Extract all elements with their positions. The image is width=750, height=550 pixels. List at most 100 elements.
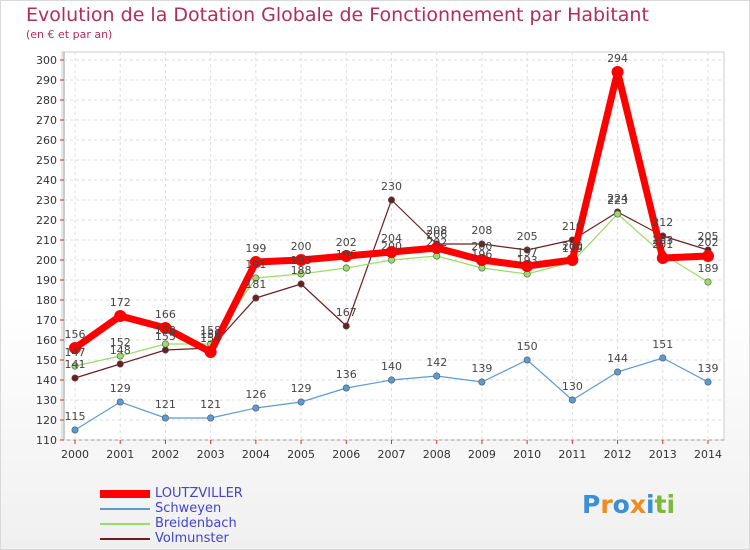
y-tick-label: 120: [36, 414, 57, 427]
data-label: 126: [245, 388, 266, 401]
y-tick-label: 200: [36, 254, 57, 267]
data-label: 151: [652, 338, 673, 351]
legend-item-breidenbach: Breidenbach: [100, 516, 243, 531]
y-tick-label: 150: [36, 354, 57, 367]
data-label: 210: [562, 220, 583, 233]
legend-label: Volmunster: [155, 531, 229, 546]
data-point: [614, 211, 620, 217]
legend-item-volmunster: Volmunster: [100, 531, 243, 546]
legend-item-loutzviller: LOUTZVILLER: [100, 486, 243, 501]
data-point: [253, 405, 259, 411]
logo-letter: o: [613, 490, 630, 519]
y-tick-label: 240: [36, 174, 57, 187]
data-point: [702, 250, 714, 262]
data-label: 208: [426, 224, 447, 237]
data-point: [298, 399, 304, 405]
data-label: 230: [381, 180, 402, 193]
x-tick-label: 2013: [649, 448, 677, 461]
data-label: 121: [155, 398, 176, 411]
data-label: 294: [607, 52, 628, 65]
x-tick-label: 2010: [513, 448, 541, 461]
y-tick-label: 280: [36, 94, 57, 107]
legend-swatch: [100, 538, 150, 540]
y-tick-label: 210: [36, 234, 57, 247]
data-label: 191: [245, 258, 266, 271]
data-point: [434, 373, 440, 379]
legend-swatch: [100, 508, 150, 510]
data-point: [343, 385, 349, 391]
legend-label: Breidenbach: [155, 516, 237, 531]
data-point: [72, 427, 78, 433]
legend-item-schweyen: Schweyen: [100, 501, 243, 516]
data-label: 189: [698, 262, 719, 275]
data-label: 130: [562, 380, 583, 393]
data-label: 224: [607, 192, 628, 205]
x-tick-label: 2009: [468, 448, 496, 461]
data-point: [253, 295, 259, 301]
data-point: [388, 377, 394, 383]
y-tick-label: 230: [36, 194, 57, 207]
data-point: [162, 347, 168, 353]
data-label: 202: [426, 236, 447, 249]
legend-swatch: [100, 523, 150, 525]
y-tick-label: 220: [36, 214, 57, 227]
data-point: [705, 379, 711, 385]
x-tick-label: 2003: [197, 448, 225, 461]
proxiti-logo: Proxiti: [582, 490, 675, 519]
data-label: 150: [517, 340, 538, 353]
data-label: 196: [336, 248, 357, 261]
chart-legend: LOUTZVILLER Schweyen Breidenbach Volmunster: [100, 486, 243, 546]
data-label: 121: [200, 398, 221, 411]
y-tick-label: 140: [36, 374, 57, 387]
logo-letter: P: [582, 490, 600, 519]
data-label: 199: [245, 242, 266, 255]
data-label: 156: [200, 328, 221, 341]
data-label: 142: [426, 356, 447, 369]
data-label: 144: [607, 352, 628, 365]
data-point: [72, 375, 78, 381]
y-tick-label: 130: [36, 394, 57, 407]
data-label: 193: [517, 254, 538, 267]
legend-label: LOUTZVILLER: [155, 486, 243, 501]
x-tick-label: 2004: [242, 448, 270, 461]
data-label: 196: [471, 248, 492, 261]
data-label: 188: [291, 264, 312, 277]
data-point: [117, 399, 123, 405]
y-tick-label: 110: [36, 434, 57, 447]
data-point: [705, 279, 711, 285]
data-label: 172: [110, 296, 131, 309]
y-tick-label: 300: [36, 54, 57, 67]
y-tick-label: 260: [36, 134, 57, 147]
data-label: 141: [65, 358, 86, 371]
data-label: 166: [155, 308, 176, 321]
data-point: [524, 357, 530, 363]
x-tick-label: 2007: [378, 448, 406, 461]
y-tick-label: 250: [36, 154, 57, 167]
data-point: [343, 265, 349, 271]
data-label: 140: [381, 360, 402, 373]
data-label: 156: [65, 328, 86, 341]
data-point: [298, 281, 304, 287]
data-point: [207, 415, 213, 421]
data-point: [614, 369, 620, 375]
legend-swatch: [100, 490, 150, 498]
data-point: [114, 310, 126, 322]
data-label: 167: [336, 306, 357, 319]
logo-letter: r: [600, 490, 612, 519]
data-label: 115: [65, 410, 86, 423]
data-label: 205: [698, 230, 719, 243]
y-tick-label: 170: [36, 314, 57, 327]
x-tick-label: 2008: [423, 448, 451, 461]
data-label: 203: [652, 234, 673, 247]
data-label: 155: [155, 330, 176, 343]
data-label: 208: [471, 224, 492, 237]
logo-letter: x: [630, 490, 646, 519]
data-label: 136: [336, 368, 357, 381]
x-tick-label: 2006: [332, 448, 360, 461]
y-tick-label: 190: [36, 274, 57, 287]
data-label: 139: [698, 362, 719, 375]
data-label: 200: [291, 240, 312, 253]
data-point: [479, 379, 485, 385]
y-tick-label: 270: [36, 114, 57, 127]
data-label: 199: [562, 242, 583, 255]
